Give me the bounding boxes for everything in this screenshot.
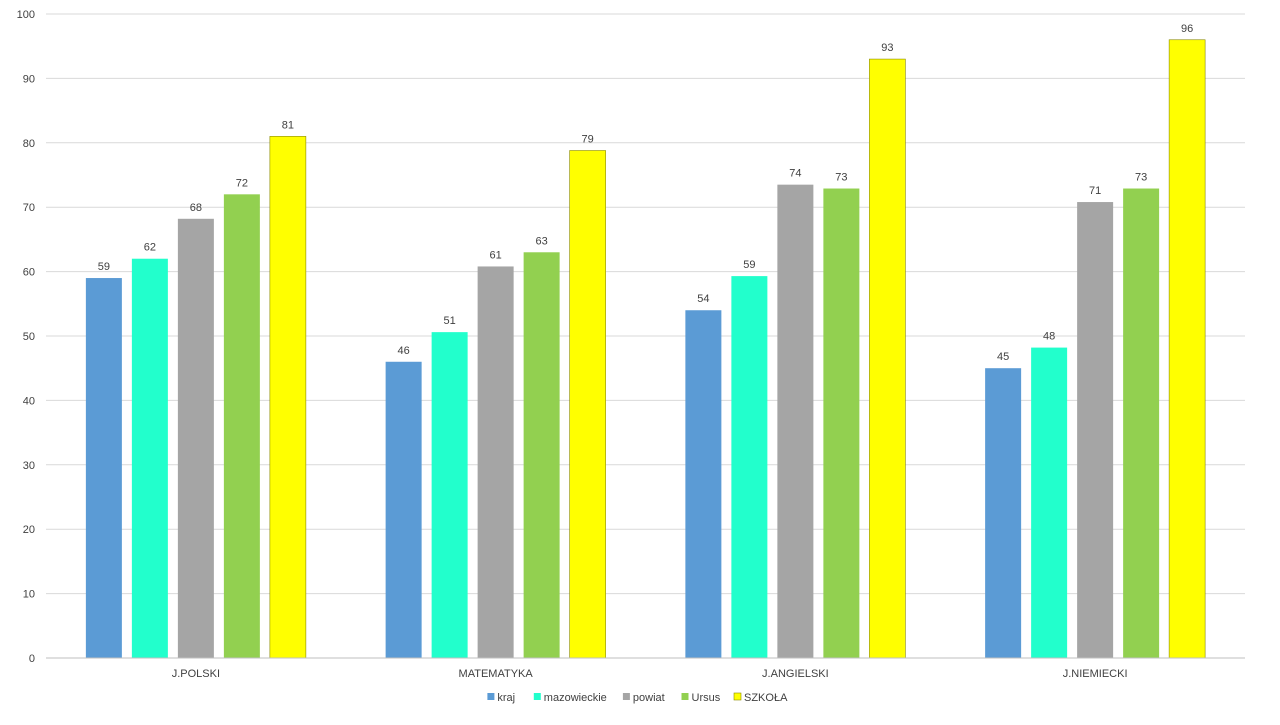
data-label: 59	[743, 259, 755, 271]
bar-kraj	[985, 368, 1022, 658]
data-label: 96	[1181, 23, 1193, 35]
bar-kraj	[385, 361, 422, 658]
data-label: 93	[881, 42, 893, 54]
data-label: 46	[398, 345, 410, 357]
bar-powiat	[777, 184, 814, 658]
legend-swatch	[733, 692, 742, 701]
legend-swatch	[622, 693, 630, 700]
bar-mazowieckie	[1031, 347, 1068, 658]
data-label: 81	[282, 119, 294, 131]
legend-label: mazowieckie	[544, 692, 607, 704]
data-label: 79	[582, 134, 594, 146]
data-label: 73	[1135, 172, 1147, 184]
bar-ursus	[823, 188, 860, 659]
data-label: 45	[997, 351, 1009, 363]
x-category-label: J.POLSKI	[172, 668, 220, 680]
legend-label: powiat	[633, 692, 665, 704]
data-label: 62	[144, 242, 156, 254]
y-tick-label: 40	[23, 395, 35, 407]
data-label: 63	[536, 235, 548, 247]
bar-szkoła	[569, 150, 606, 659]
legend-swatch	[533, 693, 541, 700]
data-label: 61	[490, 249, 502, 261]
y-tick-label: 100	[17, 9, 35, 21]
data-label: 74	[789, 168, 801, 180]
y-tick-label: 10	[23, 589, 35, 601]
bar-kraj	[85, 278, 122, 658]
bar-ursus	[523, 252, 560, 658]
y-tick-label: 30	[23, 460, 35, 472]
y-tick-label: 70	[23, 202, 35, 214]
data-label: 68	[190, 202, 202, 214]
y-tick-label: 50	[23, 331, 35, 343]
bar-szkoła	[269, 136, 307, 659]
legend-label: Ursus	[692, 692, 721, 704]
data-label: 48	[1043, 331, 1055, 343]
legend-swatch	[487, 693, 495, 700]
legend-label: SZKOŁA	[744, 692, 788, 704]
x-category-label: J.NIEMIECKI	[1063, 668, 1128, 680]
data-label: 51	[444, 315, 456, 327]
y-tick-label: 20	[23, 524, 35, 536]
data-label: 54	[697, 293, 709, 305]
data-label: 59	[98, 261, 110, 273]
bar-powiat	[1077, 202, 1114, 658]
data-label: 71	[1089, 185, 1101, 197]
bar-powiat	[177, 218, 214, 659]
bar-szkoła	[869, 58, 906, 659]
y-tick-label: 90	[23, 73, 35, 85]
y-tick-label: 80	[23, 138, 35, 150]
y-tick-label: 0	[29, 653, 35, 665]
y-tick-label: 60	[23, 267, 35, 279]
bar-mazowieckie	[431, 332, 468, 658]
bar-mazowieckie	[131, 258, 168, 658]
bar-kraj	[685, 310, 722, 658]
data-label: 73	[835, 172, 847, 184]
bar-powiat	[477, 266, 514, 658]
x-category-label: J.ANGIELSKI	[762, 668, 829, 680]
data-label: 72	[236, 177, 248, 189]
bar-szkoła	[1168, 39, 1206, 659]
bar-ursus	[1123, 188, 1160, 659]
legend-swatch	[681, 693, 689, 700]
x-category-label: MATEMATYKA	[459, 668, 534, 680]
legend-label: kraj	[497, 692, 515, 704]
bar-mazowieckie	[731, 276, 768, 658]
bar-ursus	[223, 194, 260, 658]
